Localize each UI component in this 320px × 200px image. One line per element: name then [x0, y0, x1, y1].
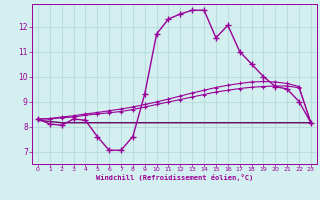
X-axis label: Windchill (Refroidissement éolien,°C): Windchill (Refroidissement éolien,°C): [96, 174, 253, 181]
